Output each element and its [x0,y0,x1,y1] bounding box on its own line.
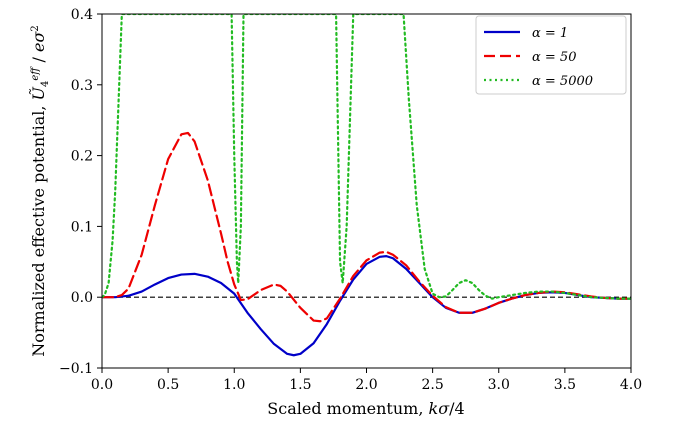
axes-layer: 0.0 0.5 1.0 1.5 2.0 2.5 3.0 3.5 4.0−0.10.00.10.2… [59,7,642,393]
y-tick-label: 0.0 [71,290,93,306]
series-line-2 [102,131,631,323]
y-axis-label: Normalized effective potential, Ũ4eff / … [28,25,51,357]
y-tick-label: 0.2 [71,149,93,165]
x-tick-label: 1.0 [223,377,245,393]
x-tick-label: 2.5 [421,377,443,393]
series-layer [102,14,631,357]
series-line-3 [102,14,631,300]
x-tick-label: 1.5 [289,377,311,393]
legend-box [475,15,627,95]
y-tick-label: 0.3 [71,78,93,94]
y-tick-label: 0.1 [71,219,93,235]
x-axis-label: Scaled momentum, kσ/4 [267,399,464,418]
x-tick-label: 0.0 [91,377,113,393]
y-tick-label: 0.4 [71,7,93,23]
axis-labels: Scaled momentum, kσ/4 Normalized effecti… [28,25,465,418]
x-tick-label: 3.0 [488,377,510,393]
x-tick-label: 2.0 [355,377,377,393]
x-tick-label: 4.0 [620,377,642,393]
legend-label-3: α = 5000 [532,74,593,89]
x-tick-label: 0.5 [157,377,179,393]
x-tick-label: 3.5 [554,377,576,393]
y-tick-label: −0.1 [59,361,93,377]
legend-label-2: α = 50 [532,50,576,65]
legend: α = 1 α = 50 α = 5000 [475,15,627,95]
legend-label-1: α = 1 [532,26,568,41]
